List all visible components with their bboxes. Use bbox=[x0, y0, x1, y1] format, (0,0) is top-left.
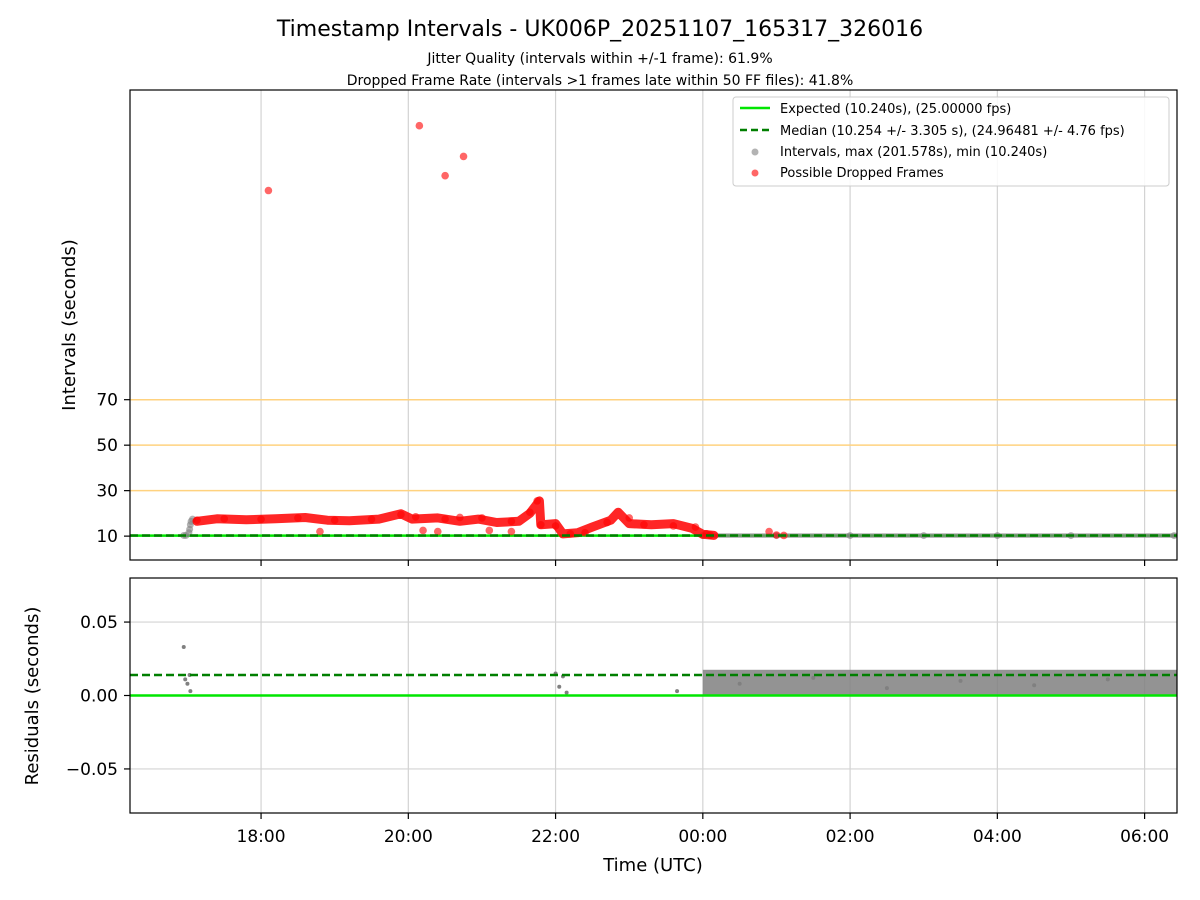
dropped-frame-point bbox=[691, 523, 700, 531]
dropped-frame-point bbox=[367, 515, 376, 524]
intervals-y-tick-label: 50 bbox=[96, 436, 118, 456]
dropped-frame-point bbox=[625, 514, 634, 522]
x-axis-label: Time (UTC) bbox=[602, 855, 703, 876]
dropped-frame-point bbox=[193, 516, 201, 525]
dropped-frame-point bbox=[441, 171, 449, 180]
dropped-frame-point bbox=[507, 527, 516, 536]
dropped-frame-point bbox=[640, 520, 648, 529]
dropped-frame-point bbox=[330, 516, 339, 525]
residual-point bbox=[185, 681, 190, 686]
dropped-frame-point bbox=[669, 522, 678, 530]
dropped-frame-point bbox=[537, 520, 545, 529]
dropped-frame-point bbox=[411, 512, 420, 521]
x-tick-label: 20:00 bbox=[384, 827, 433, 847]
dropped-frame-point bbox=[772, 531, 781, 539]
legend-dropped-swatch bbox=[751, 169, 759, 177]
intervals-y-tick-label: 10 bbox=[96, 527, 118, 547]
dropped-frame-point bbox=[419, 526, 427, 535]
residual-point bbox=[675, 689, 680, 694]
legend-expected-label: Expected (10.240s), (25.00000 fps) bbox=[780, 102, 1011, 117]
x-tick-label: 04:00 bbox=[973, 827, 1022, 847]
x-tick-label: 06:00 bbox=[1120, 827, 1169, 847]
legend: Expected (10.240s), (25.00000 fps) Media… bbox=[732, 96, 1170, 187]
legend-intervals-label: Intervals, max (201.578s), min (10.240s) bbox=[780, 145, 1047, 160]
legend-intervals-swatch bbox=[751, 148, 759, 156]
residual-point bbox=[183, 677, 188, 682]
x-tick-label: 22:00 bbox=[531, 827, 580, 847]
dropped-frame-point bbox=[441, 515, 449, 523]
dropped-frame-point bbox=[765, 527, 773, 536]
legend-box bbox=[732, 96, 1170, 187]
residual-point bbox=[1032, 683, 1037, 688]
residual-point bbox=[884, 686, 889, 691]
figure-subtitle-dropped: Dropped Frame Rate (intervals >1 frames … bbox=[347, 73, 854, 89]
residual-point bbox=[181, 645, 186, 650]
residuals-y-tick-label: −0.05 bbox=[66, 760, 118, 780]
residual-point bbox=[958, 678, 963, 683]
legend-dropped-label: Possible Dropped Frames bbox=[780, 166, 944, 181]
residual-point bbox=[737, 681, 742, 686]
dropped-frame-point bbox=[433, 527, 442, 536]
dropped-frame-point bbox=[397, 510, 405, 519]
figure-subtitle-jitter: Jitter Quality (intervals within +/-1 fr… bbox=[426, 51, 772, 67]
dropped-frame-point bbox=[507, 517, 516, 526]
residuals-y-ticks: −0.05 0.00 0.05 bbox=[66, 613, 130, 780]
x-tick-label: 18:00 bbox=[237, 827, 286, 847]
residual-point bbox=[564, 690, 569, 695]
dropped-frame-point bbox=[459, 152, 468, 161]
intervals-y-axis-label: Intervals (seconds) bbox=[59, 239, 80, 411]
dropped-frames-trace bbox=[192, 496, 719, 540]
intervals-grid bbox=[260, 90, 1146, 560]
intervals-y-tick-label: 70 bbox=[96, 391, 118, 411]
dropped-frame-point bbox=[220, 515, 229, 523]
x-tick-label: 02:00 bbox=[826, 827, 875, 847]
residual-point bbox=[811, 675, 816, 680]
dropped-frame-point bbox=[294, 514, 302, 522]
dropped-frame-point bbox=[478, 514, 486, 522]
residuals-y-axis-label: Residuals (seconds) bbox=[22, 607, 43, 786]
dropped-frame-point bbox=[264, 186, 273, 195]
residual-point bbox=[557, 684, 562, 689]
intervals-axes-frame bbox=[129, 89, 1178, 561]
intervals-x-ticks bbox=[260, 560, 1146, 566]
dropped-frame-point bbox=[456, 513, 464, 522]
residuals-panel: −0.05 0.00 0.05 18:00 20:00 22:00 00:00 02:00 0… bbox=[22, 577, 1178, 876]
dropped-frame-point bbox=[603, 518, 611, 527]
dropped-frame-point bbox=[526, 508, 534, 517]
dropped-frame-point bbox=[485, 526, 494, 535]
dropped-frame-point bbox=[551, 522, 560, 530]
legend-median-label: Median (10.254 +/- 3.305 s), (24.96481 +… bbox=[780, 124, 1125, 139]
dropped-frame-point bbox=[533, 497, 541, 505]
residuals-y-tick-label: 0.05 bbox=[80, 613, 118, 633]
residuals-y-tick-label: 0.00 bbox=[80, 687, 118, 707]
residuals-x-ticks: 18:00 20:00 22:00 00:00 02:00 04:00 06:00 bbox=[237, 813, 1169, 847]
residual-point bbox=[188, 689, 193, 694]
residual-point bbox=[1105, 677, 1110, 682]
residuals-dense-band bbox=[702, 669, 1177, 696]
intervals-y-tick-label: 30 bbox=[96, 482, 118, 502]
intervals-y-ticks: 10 30 50 70 bbox=[96, 391, 130, 547]
dropped-frame-point bbox=[316, 527, 324, 536]
residuals-marks bbox=[130, 645, 1177, 697]
intervals-panel: 10 30 50 70 Intervals (seconds) Expected (1… bbox=[59, 89, 1178, 566]
x-tick-label: 00:00 bbox=[678, 827, 727, 847]
dropped-frame-point bbox=[415, 121, 424, 130]
figure-title: Timestamp Intervals - UK006P_20251107_16… bbox=[276, 17, 923, 42]
intervals-marks bbox=[130, 121, 1178, 540]
dropped-frame-point bbox=[257, 515, 265, 524]
